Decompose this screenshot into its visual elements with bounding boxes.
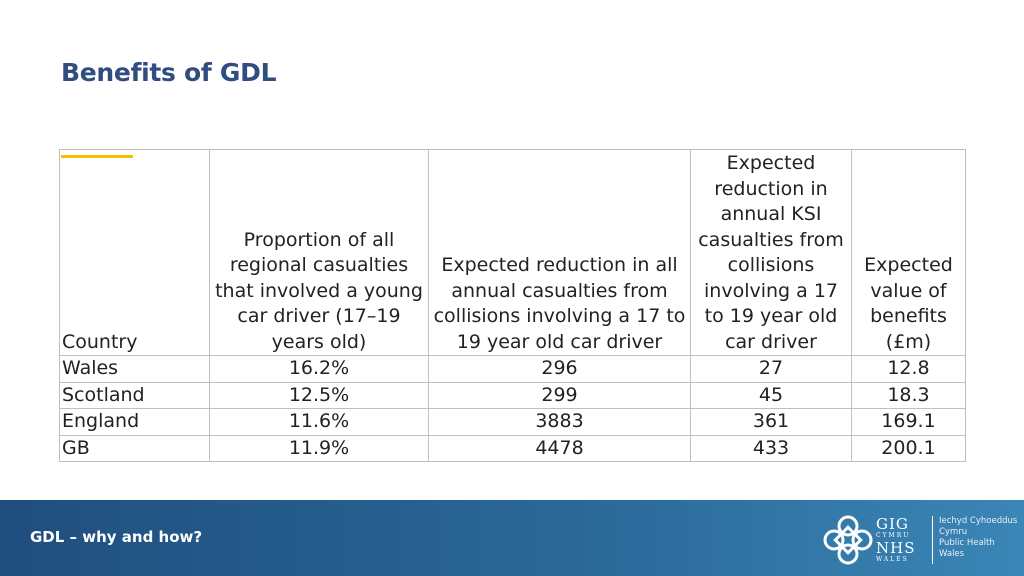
cell-country: England	[59, 408, 210, 436]
cell-reduction-ksi: 45	[690, 381, 852, 409]
org-line: Public Health	[939, 538, 995, 548]
table-row: Wales 16.2% 296 27 12.8	[59, 355, 966, 383]
header-reduction-ksi: Expected reduction in annual KSI casualt…	[690, 149, 852, 356]
cell-reduction-ksi: 433	[690, 434, 852, 462]
cell-country: GB	[59, 434, 210, 462]
cell-proportion: 11.6%	[209, 408, 429, 436]
cell-proportion: 12.5%	[209, 381, 429, 409]
logo-divider	[932, 516, 933, 564]
org-line: Wales	[939, 549, 965, 559]
footer-bar: GDL – why and how? GIG CYMRU NHS WALES I…	[0, 500, 1024, 576]
table-row: England 11.6% 3883 361 169.1	[59, 408, 966, 436]
nhs-wales-knot-icon	[823, 515, 873, 565]
benefits-table: Country Proportion of all regional casua…	[59, 149, 966, 462]
cell-proportion: 11.9%	[209, 434, 429, 462]
cell-proportion: 16.2%	[209, 355, 429, 383]
logo-nhs: NHS	[876, 539, 916, 557]
table-row: Scotland 12.5% 299 45 18.3	[59, 381, 966, 409]
footer-text: GDL – why and how?	[30, 528, 203, 546]
table-row: GB 11.9% 4478 433 200.1	[59, 434, 966, 462]
cell-country: Wales	[59, 355, 210, 383]
slide-title: Benefits of GDL	[61, 58, 277, 87]
cell-reduction-all: 3883	[428, 408, 691, 436]
cell-reduction-all: 4478	[428, 434, 691, 462]
cell-reduction-ksi: 27	[690, 355, 852, 383]
table-header-row: Country Proportion of all regional casua…	[59, 149, 966, 356]
organisation-name: Iechyd Cyhoeddus Cymru Public Health Wal…	[939, 516, 1019, 560]
cell-value: 18.3	[851, 381, 966, 409]
header-value: Expected value of benefits (£m)	[851, 149, 966, 356]
cell-value: 12.8	[851, 355, 966, 383]
org-line: Cymru	[939, 527, 968, 537]
cell-reduction-all: 296	[428, 355, 691, 383]
logo-cymru: CYMRU	[876, 532, 911, 539]
cell-value: 169.1	[851, 408, 966, 436]
nhs-wales-wordmark: GIG CYMRU NHS WALES	[876, 516, 936, 564]
logo-gig: GIG	[876, 515, 909, 533]
cell-value: 200.1	[851, 434, 966, 462]
header-country: Country	[59, 149, 210, 356]
org-line: Iechyd Cyhoeddus	[939, 516, 1018, 526]
header-reduction-all: Expected reduction in all annual casualt…	[428, 149, 691, 356]
cell-country: Scotland	[59, 381, 210, 409]
logo-wales: WALES	[876, 556, 909, 563]
header-proportion: Proportion of all regional casualties th…	[209, 149, 429, 356]
cell-reduction-all: 299	[428, 381, 691, 409]
cell-reduction-ksi: 361	[690, 408, 852, 436]
